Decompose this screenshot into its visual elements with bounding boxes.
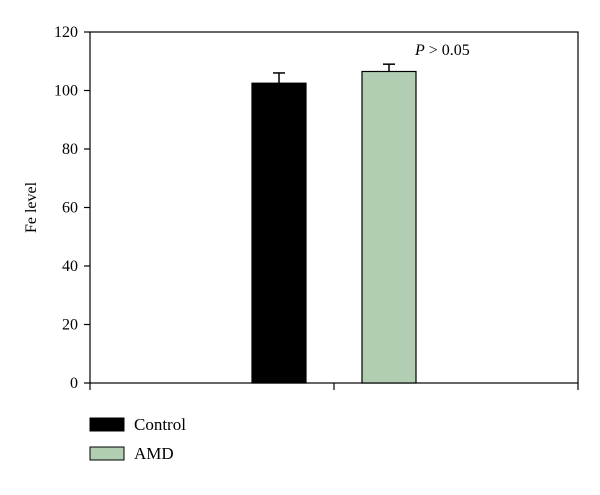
p-value-comparison: > 0.05 [425, 42, 470, 59]
bar-group [251, 72, 307, 384]
plot-area [89, 31, 579, 384]
legend: Control AMD [89, 415, 186, 463]
legend-label: Control [134, 415, 186, 434]
legend-swatch [89, 417, 125, 432]
y-axis-label: Fe level [23, 181, 40, 233]
legend-label: AMD [134, 444, 174, 463]
x-axis [89, 383, 579, 390]
legend-item: AMD [89, 444, 174, 463]
y-tick-label: 100 [54, 83, 78, 100]
bar [361, 70, 417, 384]
bars [251, 63, 417, 384]
y-tick-label: 20 [62, 317, 78, 334]
y-tick-label: 80 [62, 141, 78, 158]
y-tick-label: 40 [62, 258, 78, 275]
y-tick-label: 0 [70, 375, 78, 392]
p-value-symbol: P [414, 42, 425, 59]
y-tick-label: 120 [54, 24, 78, 41]
bar [251, 82, 307, 384]
legend-swatch [89, 446, 125, 461]
bar-group [361, 63, 417, 384]
y-axis: 0 20 40 60 80 100 120 [54, 24, 90, 392]
plot-border [89, 31, 579, 384]
p-value-annotation: P > 0.05 [414, 42, 470, 59]
legend-item: Control [89, 415, 186, 434]
y-tick-label: 60 [62, 200, 78, 217]
